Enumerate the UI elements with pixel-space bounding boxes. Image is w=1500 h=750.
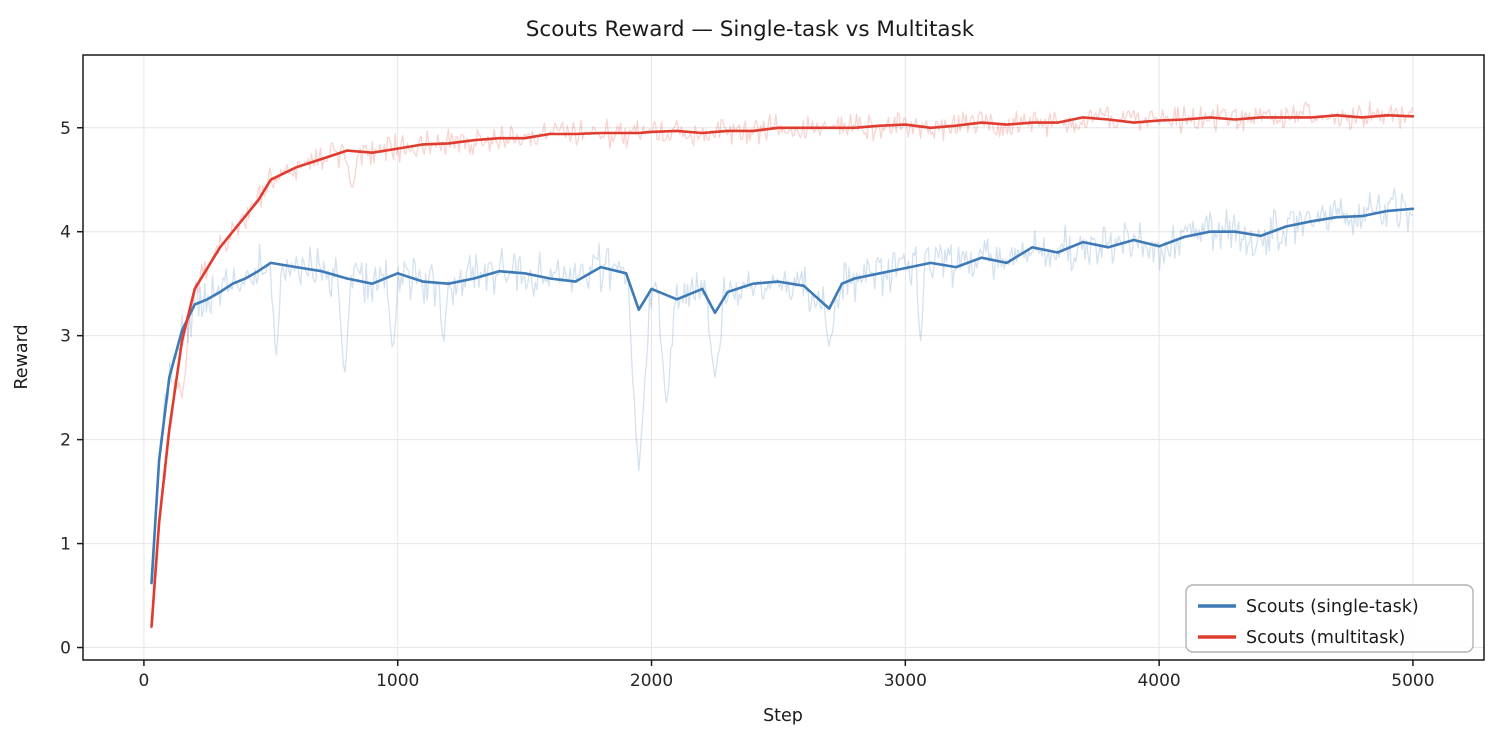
smoothed-lines <box>150 114 1415 629</box>
x-tick-label: 5000 <box>1391 671 1434 691</box>
raw-trace-0 <box>150 187 1413 627</box>
y-tick-label: 1 <box>60 535 71 555</box>
raw-trace-1 <box>150 100 1414 629</box>
series-line-0 <box>150 207 1415 585</box>
legend-label-single-task: Scouts (single-task) <box>1246 597 1419 617</box>
chart-title: Scouts Reward — Single-task vs Multitask <box>526 17 975 42</box>
series-line-1 <box>150 114 1415 629</box>
axes: 0 1000 2000 3000 4000 5000 0 1 2 3 4 5 <box>60 54 1485 691</box>
raw-traces <box>150 100 1414 629</box>
y-tick-label: 5 <box>60 119 71 139</box>
y-tick-label: 0 <box>60 639 71 659</box>
legend-item-multitask: Scouts (multitask) <box>1198 628 1405 648</box>
x-tick-label: 3000 <box>884 671 927 691</box>
axes-spines <box>82 54 1485 661</box>
y-tick-label: 4 <box>60 223 71 243</box>
x-tick-label: 1000 <box>376 671 419 691</box>
legend: Scouts (single-task) Scouts (multitask) <box>1185 584 1474 653</box>
x-axis-label: Step <box>763 706 803 726</box>
x-tick-label: 2000 <box>630 671 673 691</box>
x-tick-label: 4000 <box>1137 671 1180 691</box>
legend-box <box>1185 584 1474 653</box>
y-tick-label: 2 <box>60 431 71 451</box>
y-axis-label: Reward <box>12 324 32 389</box>
legend-item-single-task: Scouts (single-task) <box>1198 597 1419 617</box>
grid-lines <box>83 55 1484 660</box>
y-tick-label: 3 <box>60 327 71 347</box>
x-tick-label: 0 <box>138 671 149 691</box>
legend-label-multitask: Scouts (multitask) <box>1246 628 1405 648</box>
